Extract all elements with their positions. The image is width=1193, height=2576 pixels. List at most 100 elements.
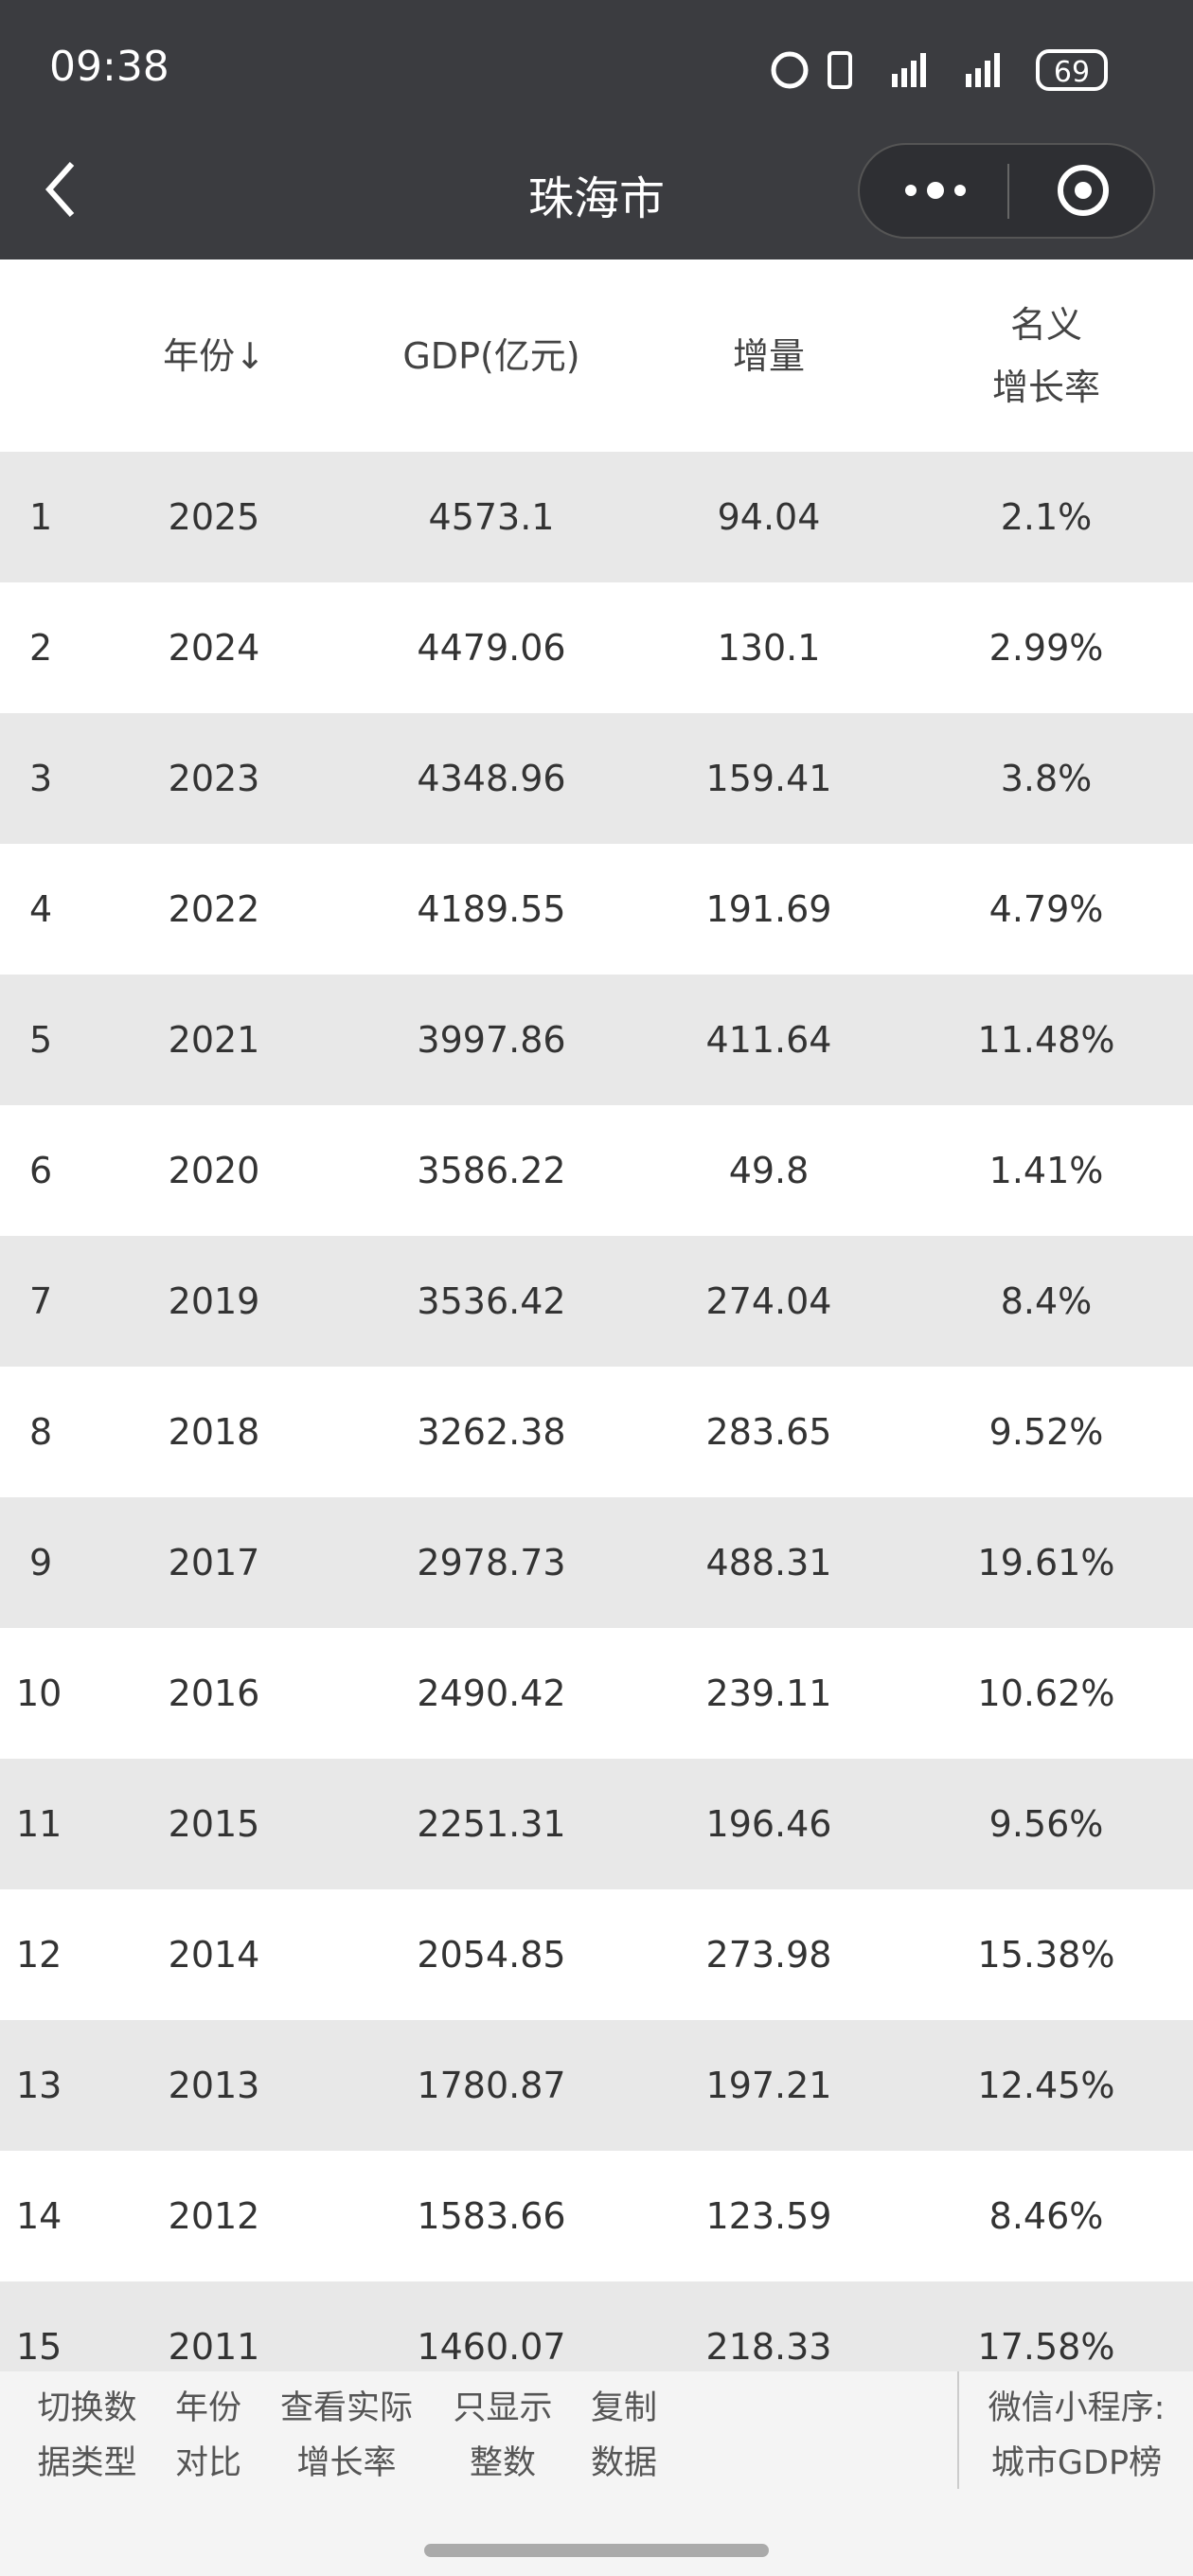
battery-level: 69 [1054,56,1090,89]
table-row: 6 2020 3586.22 49.8 1.41% [0,1105,1193,1236]
table-cell: 4189.55 [417,888,566,930]
table-cell: 11.48% [977,1019,1115,1061]
row-rank: 5 [29,1019,53,1061]
toolbar-divider [957,2371,959,2489]
table-row: 13 2013 1780.87 197.21 12.45% [0,2020,1193,2151]
row-rank: 3 [29,758,53,799]
table-cell: 2022 [168,888,260,930]
table-cell: 123.59 [705,2195,832,2237]
table-row: 3 2023 4348.96 159.41 3.8% [0,713,1193,844]
column-header[interactable]: 增量 [732,334,805,377]
table-row: 7 2019 3536.42 274.04 8.4% [0,1236,1193,1367]
table-row: 2 2024 4479.06 130.1 2.99% [0,582,1193,713]
status-time: 09:38 [49,43,169,91]
table-cell: 411.64 [705,1019,832,1061]
row-rank: 14 [16,2195,62,2237]
capsule-menu [858,143,1155,239]
table-cell: 12.45% [977,2065,1115,2106]
back-button[interactable] [38,156,85,223]
toolbar: 切换数 据类型 年份 对比 查看实际 增长率 只显示 整数 复制 数据 微信小程序: 城市… [0,2371,1193,2576]
table-cell: 3.8% [1000,758,1093,799]
table-cell: 1.41% [988,1150,1104,1191]
table-cell: 4.79% [988,888,1104,930]
battery-icon [1036,49,1108,91]
row-rank: 12 [16,1934,62,1976]
table-cell: 2251.31 [417,1803,566,1845]
table-cell: 130.1 [717,627,821,669]
table-cell: 2014 [168,1934,260,1976]
close-icon[interactable] [1058,165,1109,216]
row-rank: 4 [29,888,53,930]
table-row: 14 2012 1583.66 123.59 8.46% [0,2151,1193,2281]
toolbar-button[interactable]: 复制 数据 [590,2389,657,2482]
table-cell: 9.52% [988,1411,1104,1453]
row-rank: 7 [29,1280,53,1322]
alarm-icon [771,51,809,89]
table-cell: 8.4% [1000,1280,1093,1322]
table-cell: 2016 [168,1673,260,1714]
table-cell: 1460.07 [417,2326,566,2368]
table-cell: 2017 [168,1542,260,1583]
column-header[interactable]: GDP(亿元) [402,334,580,377]
table-cell: 15.38% [977,1934,1115,1976]
row-rank: 2 [29,627,53,669]
table-cell: 19.61% [977,1542,1115,1583]
row-rank: 6 [29,1150,53,1191]
table-cell: 2011 [168,2326,260,2368]
table-cell: 10.62% [977,1673,1115,1714]
table-cell: 17.58% [977,2326,1115,2368]
table-cell: 2.1% [1000,496,1093,538]
table-row: 4 2022 4189.55 191.69 4.79% [0,844,1193,975]
table-cell: 2.99% [988,627,1104,669]
table-row: 12 2014 2054.85 273.98 15.38% [0,1889,1193,2020]
table-cell: 49.8 [728,1150,810,1191]
column-header[interactable]: 名义 增长率 [991,303,1100,408]
table-cell: 4573.1 [428,496,555,538]
table-cell: 2019 [168,1280,260,1322]
dot[interactable] [905,185,917,196]
table-cell: 274.04 [705,1280,832,1322]
table-cell: 218.33 [705,2326,832,2368]
row-rank: 10 [16,1673,62,1714]
row-rank: 9 [29,1542,53,1583]
table-row: 9 2017 2978.73 488.31 19.61% [0,1497,1193,1628]
row-rank: 11 [16,1803,62,1845]
table-cell: 2018 [168,1411,260,1453]
close-dot [1075,182,1092,199]
table-cell: 2490.42 [417,1673,566,1714]
toolbar-button[interactable]: 年份 对比 [174,2389,241,2482]
table-cell: 2025 [168,496,260,538]
toolbar-button[interactable]: 查看实际 增长率 [279,2389,413,2482]
signal-icon [892,53,1000,87]
table-cell: 283.65 [705,1411,832,1453]
table-cell: 4479.06 [417,627,566,669]
row-rank: 15 [16,2326,62,2368]
table-cell: 4348.96 [417,758,566,799]
row-rank: 8 [29,1411,53,1453]
table-cell: 239.11 [705,1673,832,1714]
table-cell: 9.56% [988,1803,1104,1845]
column-header[interactable]: 年份↓ [163,334,265,377]
toolbar-button[interactable]: 只显示 整数 [453,2389,553,2482]
table-row: 8 2018 3262.38 283.65 9.52% [0,1367,1193,1497]
row-rank: 1 [29,496,53,538]
table-cell: 159.41 [705,758,832,799]
table-header: 年份↓ GDP(亿元) 增量 名义 增长率 [0,259,1193,452]
table-cell: 3586.22 [417,1150,566,1191]
table-cell: 2015 [168,1803,260,1845]
table-cell: 2012 [168,2195,260,2237]
table-cell: 488.31 [705,1542,832,1583]
dot [927,182,944,199]
table-row: 11 2015 2251.31 196.46 9.56% [0,1759,1193,1889]
table-cell: 197.21 [705,2065,832,2106]
table-row: 5 2021 3997.86 411.64 11.48% [0,975,1193,1105]
back-arrow [45,162,75,217]
table-cell: 2054.85 [417,1934,566,1976]
toolbar-button[interactable]: 切换数 据类型 [37,2389,137,2482]
table-cell: 1583.66 [417,2195,566,2237]
status-icons: 69 [771,49,1108,91]
table-row: 1 2025 4573.1 94.04 2.1% [0,452,1193,582]
table-cell: 2978.73 [417,1542,566,1583]
table-cell: 196.46 [705,1803,832,1845]
